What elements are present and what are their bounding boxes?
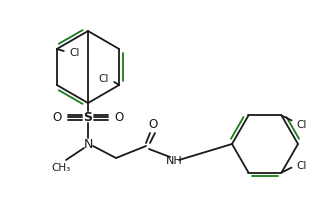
Text: Cl: Cl (98, 74, 108, 84)
Text: Cl: Cl (296, 160, 307, 170)
Text: O: O (52, 111, 62, 124)
Text: CH₃: CH₃ (51, 162, 71, 172)
Text: O: O (148, 118, 158, 131)
Text: NH: NH (165, 155, 182, 165)
Text: S: S (83, 111, 92, 124)
Text: Cl: Cl (296, 120, 307, 130)
Text: O: O (114, 111, 124, 124)
Text: Cl: Cl (70, 48, 80, 58)
Text: N: N (83, 138, 93, 151)
